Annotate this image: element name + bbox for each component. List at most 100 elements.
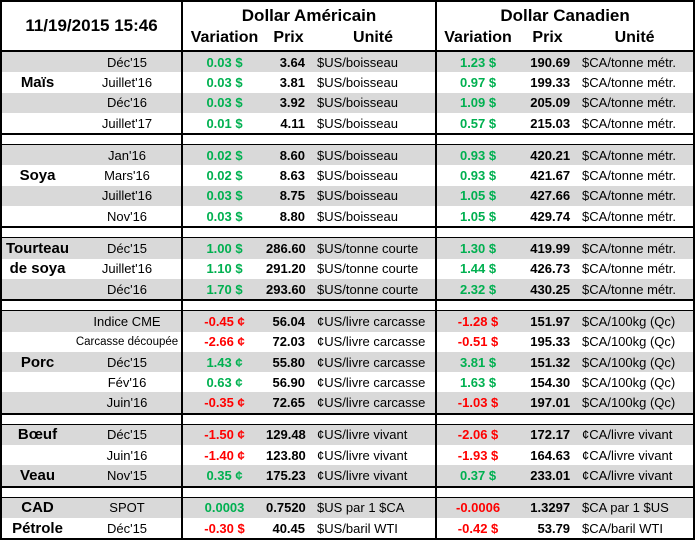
commodity-label: CAD (21, 499, 54, 517)
contract-month: Mars'16 (73, 165, 184, 186)
usd-variation: 0.02 $ (206, 147, 243, 163)
cad-unit: $CA/tonne métr. (582, 95, 676, 111)
usd-price: 8.60 (279, 147, 306, 163)
table-row: Porc Déc'15 1.43 ¢ 55.80 ¢US/livre carcasse 3… (1, 351, 695, 373)
usd-variation: 1.00 $ (206, 241, 243, 257)
commodity-label: de soya (9, 260, 66, 278)
usd-variation: 0.35 ¢ (206, 467, 243, 483)
usd-variation-header: Variation (182, 26, 267, 52)
usd-variation: -0.35 ¢ (204, 395, 245, 411)
usd-unit: $US/baril WTI (311, 517, 438, 540)
group-separator (1, 226, 695, 239)
cad-price: 427.66 (530, 188, 571, 204)
usd-unit: $US par 1 $CA (311, 497, 438, 518)
usd-unit: ¢US/livre carcasse (311, 372, 438, 393)
cad-variation: 1.05 $ (459, 208, 497, 224)
usd-price: 72.65 (272, 395, 306, 411)
usd-unit: ¢US/livre carcasse (311, 310, 438, 332)
usd-price: 123.80 (266, 447, 306, 463)
usd-unit: $US/tonne courte (311, 278, 438, 301)
usd-price: 293.60 (266, 281, 306, 297)
group-separator (1, 299, 695, 312)
contract-month: Déc'15 (73, 51, 184, 73)
commodity-label (1, 372, 73, 392)
commodity-label (1, 93, 73, 113)
contract-month: Juin'16 (73, 445, 184, 466)
usd-price: 291.20 (266, 261, 306, 277)
commodity-label: Pétrole (12, 519, 63, 537)
cad-price: 151.97 (530, 313, 571, 329)
group-separator (1, 485, 695, 498)
cad-variation: 0.57 $ (459, 115, 497, 131)
group-separator (1, 133, 695, 146)
cad-unit: $CA/100kg (Qc) (582, 354, 676, 370)
commodity-label (1, 206, 73, 227)
usd-price: 4.11 (280, 115, 306, 131)
cad-unit: ¢CA/livre vivant (582, 467, 673, 483)
cad-variation-header: Variation (436, 26, 520, 52)
cad-unit: $CA/100kg (Qc) (582, 395, 676, 411)
cad-unit: $CA/100kg (Qc) (582, 313, 676, 329)
usd-variation: 1.43 ¢ (206, 354, 243, 370)
cad-variation: -1.93 $ (457, 447, 499, 463)
table-row: Fév'16 0.63 ¢ 56.90 ¢US/livre carcasse 1.63 … (1, 372, 694, 393)
usd-section-title: Dollar Américain (182, 1, 438, 26)
cad-section-title: Dollar Canadien (500, 6, 630, 25)
usd-variation: 0.03 $ (206, 208, 243, 224)
usd-unit: $US/boisseau (311, 185, 438, 207)
table-row: Juin'16 -1.40 ¢ 123.80 ¢US/livre vivant -1.9… (1, 445, 694, 466)
usd-variation: -1.50 ¢ (204, 427, 245, 443)
cad-price: 233.01 (530, 467, 571, 483)
cad-price: 197.01 (530, 395, 571, 411)
table-row: Maïs Juillet'16 0.03 $ 3.81 $US/boisseau 0.97… (1, 72, 694, 93)
cad-price: 420.21 (530, 147, 571, 163)
contract-month: Déc'15 (73, 237, 184, 259)
usd-unit: $US/boisseau (311, 112, 438, 135)
usd-price: 8.75 (279, 188, 306, 204)
usd-variation: 0.01 $ (206, 115, 243, 131)
cad-variation: -1.03 $ (457, 395, 499, 411)
usd-variation: -0.30 $ (204, 520, 245, 536)
table-row: de soya Juillet'16 1.10 $ 291.20 $US/tonne c… (1, 258, 694, 279)
table-row: Déc'15 0.03 $ 3.64 $US/boisseau 1.23 $ 190.69… (1, 51, 695, 73)
cad-variation: -0.51 $ (457, 334, 499, 350)
cad-variation: 1.23 $ (459, 54, 497, 70)
cad-unit: $CA/100kg (Qc) (582, 334, 676, 350)
usd-variation: 0.03 $ (206, 74, 243, 90)
table-row: Veau Nov'15 0.35 ¢ 175.23 ¢US/livre vivant 0.… (1, 465, 695, 487)
commodity-label: Tourteau (5, 240, 70, 258)
cad-unit: ¢CA/livre vivant (582, 427, 673, 443)
cad-price: 429.74 (530, 208, 571, 224)
cad-variation: 0.93 $ (459, 168, 497, 184)
usd-price: 129.48 (266, 427, 306, 443)
contract-month: Juillet'16 (73, 258, 184, 279)
contract-month: Jan'16 (73, 144, 184, 166)
usd-unit: $US/tonne courte (311, 258, 438, 279)
usd-unit: $US/boisseau (311, 206, 438, 228)
usd-price: 3.64 (279, 54, 306, 70)
usd-variation: 0.63 ¢ (206, 374, 243, 390)
usd-variation: 0.02 $ (206, 168, 243, 184)
contract-month: Déc'15 (73, 424, 184, 446)
cad-unit: $CA/100kg (Qc) (582, 374, 676, 390)
table-row: Juillet'16 0.03 $ 8.75 $US/boisseau 1.05 $ 42… (1, 185, 695, 207)
usd-price: 286.60 (266, 241, 306, 257)
usd-price: 72.03 (272, 334, 306, 350)
usd-variation: -2.66 ¢ (204, 334, 245, 350)
cad-unit: $CA/tonne métr. (582, 147, 676, 163)
table-row: Nov'16 0.03 $ 8.80 $US/boisseau 1.05 $ 429.74… (1, 206, 694, 228)
usd-unit: ¢US/livre vivant (311, 445, 438, 466)
table-row: Déc'16 0.03 $ 3.92 $US/boisseau 1.09 $ 205.09… (1, 92, 695, 113)
usd-variation: -1.40 ¢ (204, 447, 245, 463)
cad-price: 215.03 (530, 115, 571, 131)
commodity-label (1, 113, 73, 134)
table-row: Bœuf Déc'15 -1.50 ¢ 129.48 ¢US/livre vivant -… (1, 424, 695, 446)
cad-price: 195.33 (530, 334, 571, 350)
cad-unit-header: Unité (576, 26, 695, 52)
cad-price: 199.33 (530, 74, 571, 90)
usd-variation: 0.03 $ (206, 54, 243, 70)
contract-month: Déc'15 (73, 517, 184, 540)
commodity-label: Soya (19, 167, 56, 185)
contract-month: Fév'16 (73, 372, 184, 393)
cad-variation: -2.06 $ (457, 427, 499, 443)
